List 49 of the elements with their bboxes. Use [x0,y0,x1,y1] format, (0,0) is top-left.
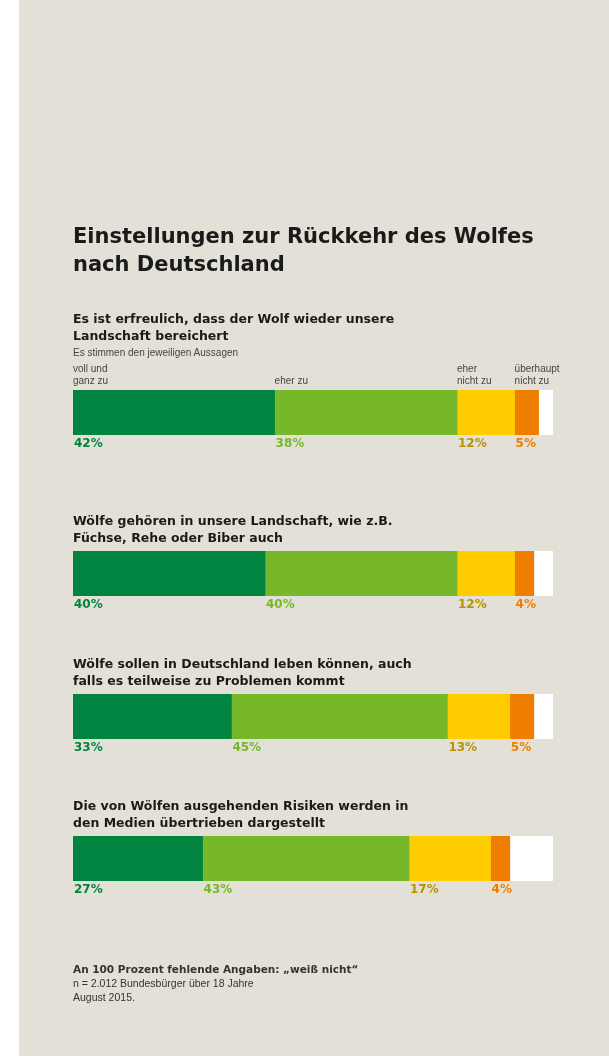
bar [456,390,515,435]
data-label: 38% [275,436,305,451]
data-label: 13% [448,740,478,755]
text: August 2015. [73,990,136,1004]
chart-title: Wölfe sollen in Deutschland leben können, auch falls es teilweise zu Problemen kommt [73,655,413,689]
data-label: 43% [203,882,233,897]
data-label: 42% [74,436,103,451]
bar [73,694,232,739]
series-label: voll und ganz zu [73,362,109,386]
data-label: 12% [458,436,487,451]
bar [447,694,511,739]
chart-title: Wölfe gehören in unsere Landschaft, wie z.B. Füchse, Rehe oder Biber auch [73,512,394,546]
data-label: 5% [515,436,536,451]
data-label: 17% [410,882,439,897]
series-label: überhaupt nicht zu [514,362,560,386]
text: n = 2.012 Bundesbürger über 18 Jahre [73,976,255,990]
chart-title: Die von Wölfen ausgehenden Risiken werden in den Medien übertrieben dargestellt [73,797,410,831]
bar [514,551,535,596]
bar [73,836,203,881]
series-label: eher nicht zu [457,362,492,386]
bar [533,551,553,596]
text: An 100 Prozent fehlende Angaben: „weiß nicht“ [73,962,360,976]
data-label: 5% [510,740,532,755]
bar [202,836,410,881]
chart-subtitle: Es stimmen den jeweiligen Aussagen [73,347,240,358]
bar [408,836,491,881]
series-label: eher zu [274,374,308,386]
bar [456,551,515,596]
bar [533,694,553,739]
bar [274,390,458,435]
bar [73,390,275,435]
data-label: 4% [515,597,536,612]
data-label: 40% [74,597,103,612]
data-label: 33% [74,740,103,755]
bar [490,836,511,881]
data-label: 27% [74,882,103,897]
bar [264,551,458,596]
data-label: 12% [458,597,487,612]
bar [538,390,553,435]
bar [73,551,266,596]
data-label: 4% [491,882,512,897]
bar [231,694,448,739]
bar [509,836,553,881]
bar [509,694,535,739]
bar [514,390,539,435]
data-label: 45% [232,740,262,755]
chart-title: Es ist erfreulich, dass der Wolf wieder unsere Landschaft bereichert [73,310,396,344]
text: Einstellungen zur Rückkehr des Wolfes nach Deutschland [73,223,535,278]
data-label: 40% [266,597,295,612]
